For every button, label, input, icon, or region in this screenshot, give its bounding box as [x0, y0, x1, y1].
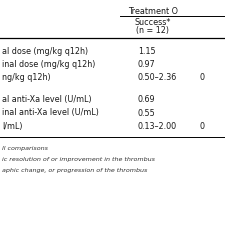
Text: 0.55: 0.55 — [138, 108, 156, 117]
Text: 1.15: 1.15 — [138, 47, 156, 56]
Text: 0: 0 — [200, 122, 205, 131]
Text: al dose (mg/kg q12h): al dose (mg/kg q12h) — [2, 47, 88, 56]
Text: 0: 0 — [200, 74, 205, 83]
Text: inal dose (mg/kg q12h): inal dose (mg/kg q12h) — [2, 60, 95, 69]
Text: al anti-Xa level (U/mL): al anti-Xa level (U/mL) — [2, 95, 92, 104]
Text: l/mL): l/mL) — [2, 122, 22, 131]
Text: Treatment O: Treatment O — [128, 7, 178, 16]
Text: 0.69: 0.69 — [138, 95, 156, 104]
Text: 0.50–2.36: 0.50–2.36 — [138, 74, 177, 83]
Text: 0.13–2.00: 0.13–2.00 — [138, 122, 177, 131]
Text: Success*: Success* — [135, 18, 171, 27]
Text: ll comparisons: ll comparisons — [2, 146, 48, 151]
Text: ng/kg q12h): ng/kg q12h) — [2, 74, 51, 83]
Text: (n = 12): (n = 12) — [137, 26, 169, 35]
Text: aphic change, or progression of the thrombus: aphic change, or progression of the thro… — [2, 168, 147, 173]
Text: ic resolution of or improvement in the thrombus: ic resolution of or improvement in the t… — [2, 157, 155, 162]
Text: inal anti-Xa level (U/mL): inal anti-Xa level (U/mL) — [2, 108, 99, 117]
Text: 0.97: 0.97 — [138, 60, 156, 69]
